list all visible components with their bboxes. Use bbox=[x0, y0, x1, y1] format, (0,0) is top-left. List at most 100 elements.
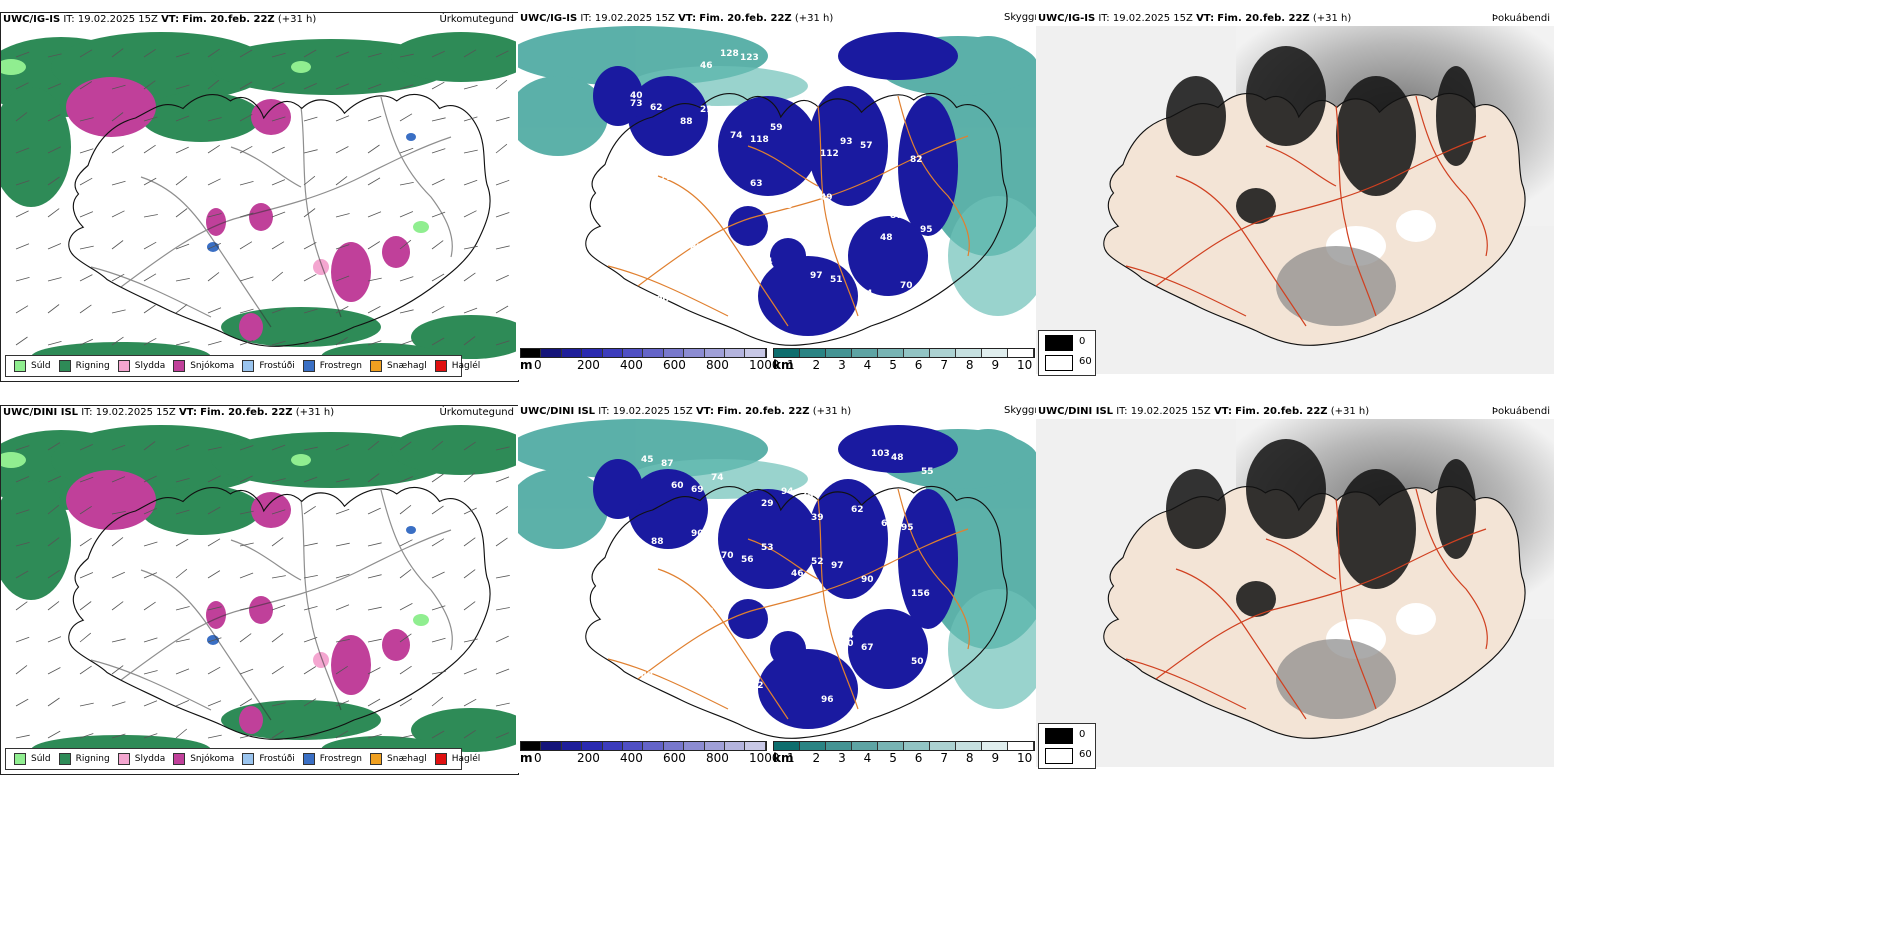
colorbar-tick: 5 bbox=[889, 358, 897, 372]
cloud-base-value: 62 bbox=[650, 103, 663, 113]
cloud-base-value: 69 bbox=[691, 485, 704, 495]
panel-header: UWC/DINI ISL IT: 19.02.2025 15Z VT: Fim.… bbox=[3, 407, 335, 418]
legend-swatch bbox=[434, 753, 447, 765]
cloud-base-value: 90 bbox=[861, 575, 874, 585]
cloud-base-value: 51 bbox=[830, 275, 843, 285]
cloud-base-value: 45 bbox=[641, 455, 654, 465]
cloud-base-value: 55 bbox=[780, 201, 793, 211]
legend-swatch bbox=[302, 753, 315, 765]
cloud-base-value: 55 bbox=[921, 467, 934, 477]
cloud-base-value: 94 bbox=[781, 487, 794, 497]
cloud-base-value: 100 bbox=[650, 295, 669, 305]
cloud-base-value: 93 bbox=[840, 137, 853, 147]
cloud-base-value: 48 bbox=[891, 453, 904, 463]
legend-swatch bbox=[14, 753, 26, 765]
cloud-base-value: 92 bbox=[751, 681, 764, 691]
cloud-base-value: 87 bbox=[690, 243, 703, 253]
precip-type-legend: Súld Rigning Slydda Snjókoma Frostúði Frostre… bbox=[5, 355, 480, 377]
cloud-base-value: 59 bbox=[770, 123, 783, 133]
cloud-base-value: 48 bbox=[880, 233, 893, 243]
cloud-base-value: 90 bbox=[880, 85, 893, 95]
colorbar-tick: 10 bbox=[1017, 751, 1033, 765]
cloud-base-value: 71 bbox=[631, 593, 644, 603]
cloud-base-value: 112 bbox=[820, 149, 839, 159]
legend-item: Súld bbox=[14, 753, 51, 765]
legend-item: Frostúði bbox=[242, 360, 295, 372]
cloud-base-value: 88 bbox=[680, 117, 693, 127]
cloud-base-value: 63 bbox=[750, 179, 763, 189]
colorbar-tick: 400 bbox=[620, 358, 643, 372]
cloud-base-value: 64 bbox=[860, 289, 873, 299]
legend-swatch bbox=[302, 360, 315, 372]
cloud-base-value: 21 bbox=[700, 105, 713, 115]
precip-type-legend: Súld Rigning Slydda Snjókoma Frostúði Frostre… bbox=[5, 748, 480, 770]
cloud-base-value: 50 bbox=[911, 657, 924, 667]
cloud-base-value: 63 bbox=[670, 239, 683, 249]
cloud-base-value: 123 bbox=[740, 53, 759, 63]
cloud-base-value: 46 bbox=[791, 569, 804, 579]
panel-header: UWC/IG-IS IT: 19.02.2025 15Z VT: Fim. 20… bbox=[1038, 13, 1352, 24]
colorbar-tick: 8 bbox=[965, 751, 974, 765]
legend-swatch bbox=[242, 753, 255, 765]
precip-map bbox=[1, 420, 516, 768]
visibility-label: Skyggni bbox=[1004, 12, 1044, 23]
cloud-base-value: 54 bbox=[841, 631, 854, 641]
legend-swatch bbox=[173, 753, 186, 765]
cloud-base-value: 60 bbox=[671, 481, 684, 491]
legend-swatch bbox=[370, 753, 383, 765]
colorbar-tick: 5 bbox=[889, 751, 897, 765]
precip-panel: UWC/IG-IS IT: 19.02.2025 15Z VT: Fim. 20… bbox=[0, 12, 519, 382]
colorbar-tick: 7 bbox=[940, 751, 948, 765]
panel-header: UWC/DINI ISL IT: 19.02.2025 15Z VT: Fim.… bbox=[1038, 406, 1370, 417]
legend-swatch bbox=[117, 360, 130, 372]
colorbar-tick: 8 bbox=[965, 358, 974, 372]
panel-label: Þokuábendi bbox=[1491, 406, 1550, 417]
colorbar-tick: 1 bbox=[787, 358, 795, 372]
cloud-base-value: 83 bbox=[640, 169, 653, 179]
cloud-base-value: 82 bbox=[910, 155, 923, 165]
colorbar-tick: 6 bbox=[914, 751, 923, 765]
cloud-base-value: 62 bbox=[851, 505, 864, 515]
legend-item: Frostúði bbox=[242, 753, 295, 765]
colorbar-tick: 9 bbox=[991, 751, 1000, 765]
legend-item: Rigning bbox=[58, 360, 110, 372]
colorbar-tick: 3 bbox=[838, 358, 846, 372]
legend-item: Haglél bbox=[434, 360, 480, 372]
cloud-base-value: 80 bbox=[731, 677, 744, 687]
fog-legend: 0 60 bbox=[1038, 723, 1096, 769]
cloud-base-value: 46 bbox=[700, 61, 713, 71]
cloud-base-value: 49 bbox=[820, 193, 833, 203]
colorbar-tick: 3 bbox=[838, 751, 846, 765]
panel-label: Úrkomutegund bbox=[439, 407, 514, 418]
cloud-base-value: 87 bbox=[890, 211, 903, 221]
colorbar-tick: 800 bbox=[706, 358, 729, 372]
cloud-base-value: 96 bbox=[821, 695, 834, 705]
legend-swatch bbox=[242, 360, 255, 372]
fog-map bbox=[1036, 26, 1554, 374]
cloud-base-value: 95 bbox=[920, 225, 933, 235]
colorbar-tick: 800 bbox=[706, 751, 729, 765]
cloud-base-value: 53 bbox=[761, 543, 774, 553]
cloud-base-value: 111 bbox=[681, 663, 700, 673]
cloud-base-value: 97 bbox=[831, 561, 844, 571]
visibility-label: Skyggni bbox=[1004, 405, 1044, 416]
colorbar-tick: 6 bbox=[914, 358, 923, 372]
legend-item: Slydda bbox=[117, 360, 165, 372]
colorbar-tick: 2 bbox=[812, 751, 821, 765]
legend-item: Frostregn bbox=[302, 753, 362, 765]
cloud-base-value: 75 bbox=[801, 491, 814, 501]
colorbar-tick: 1000 bbox=[749, 751, 780, 765]
cloud-base-value: 56 bbox=[741, 555, 754, 565]
legend-swatch bbox=[434, 360, 447, 372]
cloud-base-value: 73 bbox=[630, 99, 643, 109]
legend-swatch bbox=[58, 360, 71, 372]
cloud-base-value: 74 bbox=[730, 131, 743, 141]
panel-label: Þokuábendi bbox=[1491, 13, 1550, 24]
cloud-base-value: 57 bbox=[860, 141, 873, 151]
colorbar-tick: 400 bbox=[620, 751, 643, 765]
cloud-base-value: 45 bbox=[771, 625, 784, 635]
colorbar-tick: 1 bbox=[787, 751, 795, 765]
cloud-base-value: 118 bbox=[750, 135, 769, 145]
cloud-base-value: 88 bbox=[651, 537, 664, 547]
legend-swatch bbox=[173, 360, 186, 372]
